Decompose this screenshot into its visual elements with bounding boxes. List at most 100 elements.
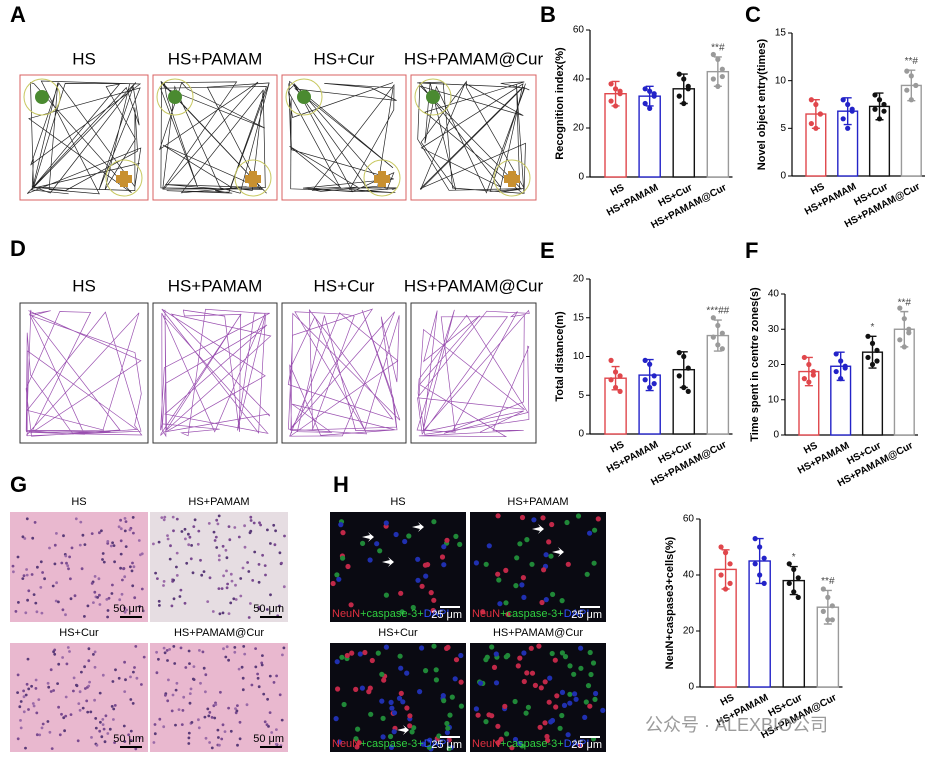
cell (121, 578, 124, 582)
cell (22, 574, 26, 578)
cell (197, 529, 201, 533)
cell (90, 582, 94, 585)
data-point (612, 384, 619, 391)
y-tick-label: 40 (768, 289, 780, 300)
y-tick-label: 0 (780, 171, 786, 182)
cell (94, 717, 98, 720)
cell (247, 570, 251, 573)
data-point (617, 373, 623, 379)
cell (233, 650, 237, 654)
cell (525, 704, 532, 710)
cell (93, 575, 97, 578)
data-point (617, 388, 623, 394)
cell (101, 552, 105, 555)
stain-label: NeuN+caspase-3+DAPI (332, 738, 449, 750)
cell (188, 535, 192, 539)
cell (595, 516, 601, 522)
scale-label: 25 μm (431, 739, 462, 751)
cell (565, 561, 571, 567)
cell (122, 724, 126, 728)
data-point (727, 561, 733, 567)
cell (172, 597, 176, 601)
cell (217, 736, 220, 739)
cell (220, 737, 224, 741)
cell (335, 686, 341, 692)
cell (578, 645, 584, 651)
cell (272, 681, 276, 684)
cell (155, 671, 159, 675)
image-title: HS+Cur (378, 627, 418, 639)
image-title: HS+PAMAM@Cur (174, 627, 264, 639)
data-point (874, 347, 880, 353)
cell (174, 688, 178, 692)
cell (66, 646, 70, 649)
data-point (801, 354, 807, 361)
cell (399, 609, 405, 615)
cell (345, 563, 351, 570)
cell (348, 602, 354, 608)
data-point (608, 357, 614, 363)
cell (157, 657, 160, 661)
cell (559, 689, 566, 696)
cell (180, 530, 184, 533)
cell (218, 743, 221, 747)
cell (528, 645, 534, 651)
cell (444, 537, 450, 543)
cell (174, 723, 177, 727)
cell (280, 561, 283, 565)
cell (123, 610, 127, 614)
cell (90, 736, 93, 739)
cell (46, 720, 50, 723)
cell (53, 652, 57, 656)
cell (214, 535, 218, 539)
cell (452, 676, 458, 682)
cell (539, 599, 545, 606)
cell (214, 703, 218, 706)
cell (478, 680, 484, 686)
cell (61, 656, 64, 659)
cell (64, 554, 68, 558)
trajectory (160, 308, 272, 438)
data-point (808, 120, 814, 127)
cell (259, 523, 262, 527)
cell (11, 564, 15, 568)
data-point (719, 330, 725, 336)
cell (590, 660, 597, 666)
cell (98, 691, 102, 695)
cell (237, 535, 241, 539)
novel-object (245, 171, 261, 187)
scale-label: 50 μm (253, 603, 284, 615)
stain-part: DAPI (424, 608, 450, 620)
cell (263, 564, 267, 567)
data-point (872, 106, 878, 112)
cell (77, 702, 81, 705)
data-point (845, 125, 851, 131)
cell (227, 706, 231, 710)
cell (269, 593, 272, 597)
cell (175, 551, 179, 555)
cell (221, 611, 225, 615)
he-image (150, 643, 288, 752)
cell (204, 690, 207, 694)
data-point (608, 81, 614, 87)
cell (129, 698, 133, 701)
cell (265, 723, 269, 727)
cell (544, 733, 550, 740)
cell (48, 546, 51, 550)
cell (112, 544, 116, 547)
cell (453, 657, 460, 663)
cell (162, 646, 166, 650)
cell (567, 663, 573, 669)
cell (402, 538, 408, 545)
cell (512, 698, 518, 705)
cell (37, 698, 41, 701)
cell (227, 658, 231, 662)
cell (183, 527, 187, 531)
bar (782, 579, 806, 688)
cell (357, 651, 363, 657)
data-point (838, 358, 844, 364)
familiar-object (426, 90, 440, 104)
significance: ***## (706, 306, 729, 317)
cell (353, 736, 359, 742)
image-title: HS+PAMAM@Cur (493, 627, 583, 639)
